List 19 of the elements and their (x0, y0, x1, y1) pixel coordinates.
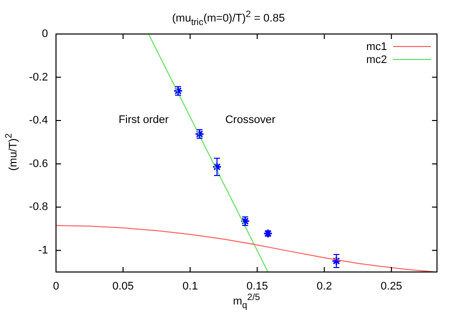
chart-title: (mu$_{tric}$(m=0)/T)$^{2}$ = 0.85 (171, 9, 286, 28)
point (212, 162, 222, 172)
x-tick-label: 0.15 (246, 280, 268, 293)
x-tick-label: 0.1 (182, 280, 198, 293)
y-tick-label: -0.6 (29, 158, 48, 170)
annotation: Crossover (225, 114, 276, 126)
legend-label: mc1 (366, 40, 387, 52)
y-tick-label: -0.2 (29, 71, 48, 84)
y-tick-label: -0.4 (29, 114, 48, 127)
x-tick-label: 0.25 (380, 280, 402, 293)
legend-label: mc2 (366, 54, 387, 66)
x-tick-label: 0 (52, 280, 60, 293)
y-tick-label: -0.8 (29, 201, 48, 214)
x-tick-label: 0.2 (316, 280, 332, 293)
point (332, 256, 342, 266)
x-tick-label: 0.05 (112, 280, 134, 293)
y-tick-label: 0 (42, 28, 48, 40)
y-tick-label: -1 (38, 244, 48, 256)
annotation: First order (118, 114, 169, 126)
